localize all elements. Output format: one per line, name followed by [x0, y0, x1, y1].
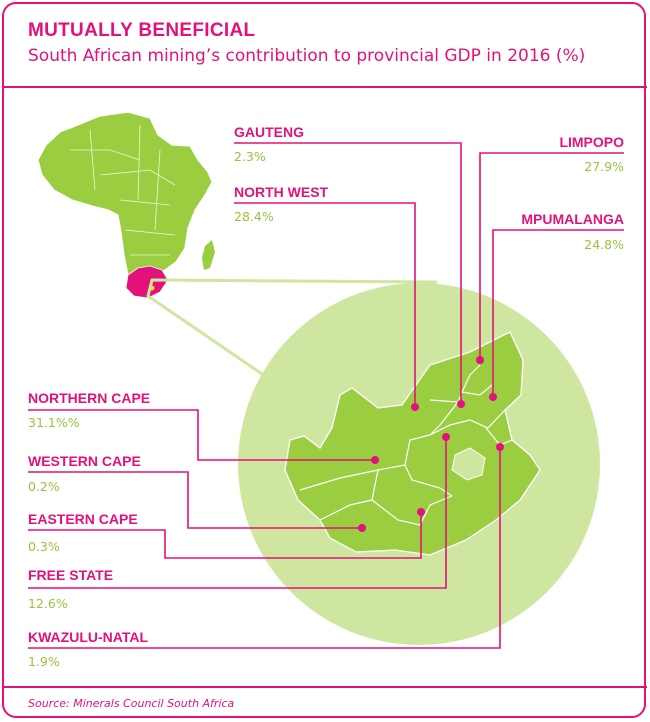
marker-eastern-cape: [417, 508, 425, 516]
label-eastern-cape: EASTERN CAPE: [28, 511, 138, 527]
madagascar-map: [202, 240, 215, 270]
marker-mpumalanga: [489, 393, 497, 401]
marker-kwazulu-natal: [496, 443, 504, 451]
marker-north-west: [411, 403, 419, 411]
leader-kwazulu-natal: [28, 447, 501, 649]
value-north-west: 28.4%: [234, 209, 274, 224]
leader-gauteng: [234, 142, 462, 404]
label-kwazulu-natal: KWAZULU-NATAL: [28, 629, 148, 645]
africa-borders: [70, 124, 176, 256]
marker-gauteng: [457, 400, 465, 408]
chart-title: MUTUALLY BENEFICIAL: [28, 20, 256, 41]
province-markers: [358, 356, 504, 532]
label-mpumalanga: MPUMALANGA: [521, 211, 624, 227]
marker-limpopo: [476, 356, 484, 364]
marker-western-cape: [358, 524, 366, 532]
leader-northern-cape: [28, 409, 375, 461]
leader-free-state: [28, 437, 447, 589]
africa-map: [37, 111, 213, 287]
marker-free-state: [442, 433, 450, 441]
leader-limpopo: [479, 152, 624, 360]
chart-subtitle: South African mining’s contribution to p…: [28, 46, 586, 66]
leader-western-cape: [28, 471, 362, 529]
value-free-state: 12.6%: [28, 596, 68, 611]
leader-eastern-cape: [28, 512, 422, 559]
label-free-state: FREE STATE: [28, 567, 113, 583]
label-gauteng: GAUTENG: [234, 124, 304, 140]
value-mpumalanga: 24.8%: [584, 237, 624, 252]
value-kwazulu-natal: 1.9%: [28, 654, 60, 669]
marker-northern-cape: [371, 456, 379, 464]
south-africa-highlight: [125, 265, 169, 299]
lesotho-map: [451, 447, 486, 481]
value-gauteng: 2.3%: [234, 149, 266, 164]
south-africa-map: [284, 331, 541, 556]
value-northern-cape: 31.1%%: [28, 415, 80, 430]
zoom-connector: [146, 278, 438, 402]
header-divider: [3, 86, 647, 88]
label-western-cape: WESTERN CAPE: [28, 453, 141, 469]
value-limpopo: 27.9%: [584, 159, 624, 174]
footer-divider: [3, 686, 647, 688]
source-note: Source: Minerals Council South Africa: [28, 697, 235, 710]
label-limpopo: LIMPOPO: [559, 134, 624, 150]
province-labels: GAUTENG 2.3% NORTH WEST 28.4% LIMPOPO 27.9% MP…: [28, 124, 624, 669]
leader-mpumalanga: [492, 229, 624, 397]
label-northern-cape: NORTHERN CAPE: [28, 390, 150, 406]
leader-lines: [28, 142, 624, 649]
value-western-cape: 0.2%: [28, 479, 60, 494]
value-eastern-cape: 0.3%: [28, 539, 60, 554]
leader-north-west: [234, 202, 416, 407]
label-north-west: NORTH WEST: [234, 184, 329, 200]
